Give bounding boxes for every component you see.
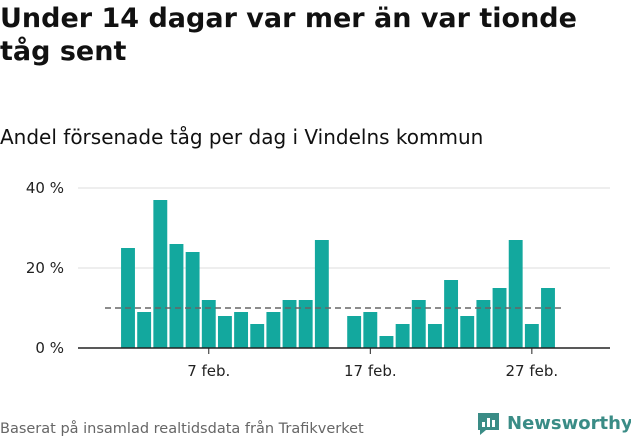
- brand-logo-group[interactable]: Newsworthy: [476, 410, 631, 436]
- bar: [476, 300, 491, 348]
- source-footnote: Baserat på insamlad realtidsdata från Tr…: [0, 421, 364, 437]
- bar: [266, 312, 281, 348]
- y-tick-label: 40 %: [26, 179, 64, 197]
- bar: [185, 252, 200, 348]
- newsworthy-logo-icon: [478, 412, 499, 435]
- x-tick-label: 27 feb.: [506, 362, 559, 380]
- bar: [282, 300, 297, 348]
- y-tick-label: 0 %: [35, 339, 64, 357]
- chart-subtitle: Andel försenade tåg per dag i Vindelns k…: [0, 125, 484, 149]
- bar: [250, 324, 265, 348]
- bar: [314, 240, 329, 348]
- bar: [411, 300, 426, 348]
- bar: [524, 324, 539, 348]
- x-tick-label: 17 feb.: [344, 362, 397, 380]
- bar: [508, 240, 523, 348]
- bar: [427, 324, 442, 348]
- bar: [169, 244, 184, 348]
- bar: [541, 288, 555, 348]
- bar: [363, 312, 378, 348]
- bar: [460, 316, 475, 348]
- bar: [201, 300, 216, 348]
- bar: [347, 316, 362, 348]
- bar: [234, 312, 249, 348]
- bar: [444, 280, 459, 348]
- chart-title: Under 14 dagar var mer än var tionde tåg…: [0, 3, 577, 67]
- bar: [492, 288, 507, 348]
- bars: [121, 200, 555, 348]
- bar: [298, 300, 313, 348]
- x-axis-ticks: 7 feb. 17 feb. 27 feb.: [187, 348, 558, 380]
- bar: [153, 200, 168, 348]
- bar: [217, 316, 232, 348]
- bar: [137, 312, 152, 348]
- bar-chart: 0 % 20 % 40 % 7 feb. 17 feb. 27 feb.: [26, 179, 610, 380]
- bar: [121, 248, 135, 348]
- y-tick-label: 20 %: [26, 259, 64, 277]
- x-tick-label: 7 feb.: [187, 362, 230, 380]
- y-axis-ticks: 0 % 20 % 40 %: [26, 179, 64, 357]
- bar: [395, 324, 410, 348]
- brand-name: Newsworthy: [507, 412, 631, 434]
- bar: [379, 336, 394, 348]
